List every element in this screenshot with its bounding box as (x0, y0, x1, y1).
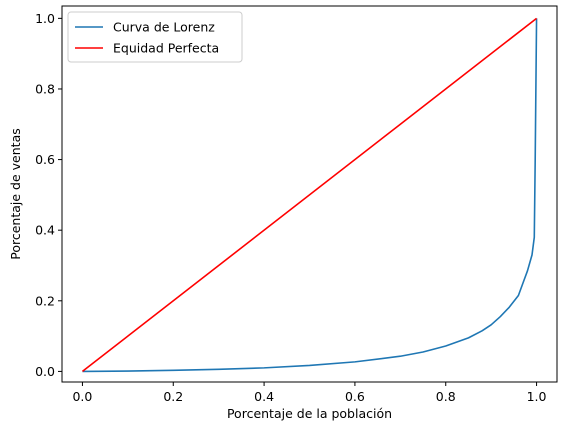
axis-ticks: 0.0 0.2 0.4 0.6 0.8 1.0 0.0 0.2 0.4 0.6 0.8 1.0 (35, 11, 546, 404)
plot-frame (61, 5, 558, 383)
x-tick-label: 0.6 (345, 389, 365, 404)
legend-label-0: Curva de Lorenz (113, 20, 215, 35)
series-line-1 (81, 17, 538, 373)
plot-area (81, 17, 538, 373)
x-tick-label: 0.2 (163, 389, 183, 404)
y-tick-label: 0.2 (35, 293, 55, 308)
y-tick-label: 0.6 (35, 152, 55, 167)
legend-box (67, 11, 243, 63)
y-tick-label: 0.8 (35, 81, 55, 96)
legend-label-1: Equidad Perfecta (113, 41, 219, 56)
x-axis-label: Porcentaje de la población (227, 406, 392, 421)
y-tick-label: 0.0 (35, 364, 55, 379)
x-tick-label: 1.0 (527, 389, 547, 404)
x-tick-label: 0.8 (436, 389, 456, 404)
legend: Curva de Lorenz Equidad Perfecta (67, 11, 243, 63)
series-line-0 (82, 18, 538, 373)
x-tick-label: 0.4 (254, 389, 274, 404)
y-axis-label: Porcentaje de ventas (8, 128, 23, 259)
y-tick-label: 0.4 (35, 223, 55, 238)
y-tick-label: 1.0 (35, 11, 55, 26)
x-tick-label: 0.0 (72, 389, 92, 404)
